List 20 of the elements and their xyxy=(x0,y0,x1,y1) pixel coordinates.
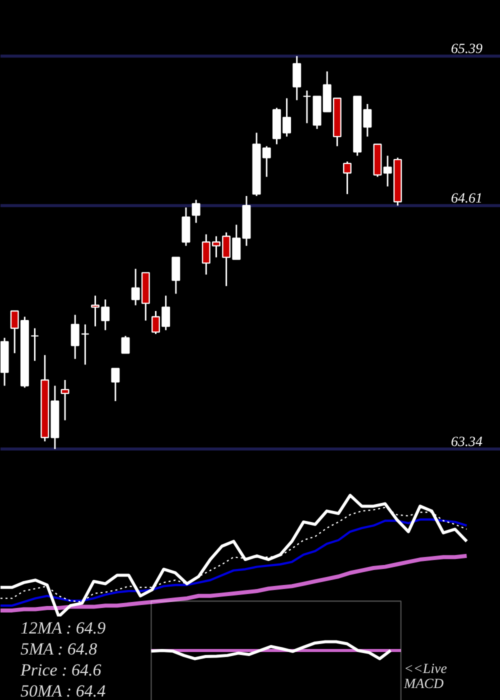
ref-line-label: 63.34 xyxy=(451,435,482,450)
candlestick xyxy=(343,160,352,195)
text: 50MA : 64.4 xyxy=(20,682,106,700)
ref-line-label: 64.61 xyxy=(451,192,482,207)
text: 5MA : 64.8 xyxy=(20,640,98,658)
candlestick xyxy=(302,90,312,124)
text: <<Live xyxy=(404,662,447,677)
candlestick xyxy=(60,379,70,421)
candlestick xyxy=(30,328,40,362)
text: MACD xyxy=(402,677,444,692)
candlestick xyxy=(121,335,130,354)
candlestick xyxy=(192,199,200,224)
candlestick xyxy=(172,256,180,294)
candlestick xyxy=(70,314,80,360)
candlestick xyxy=(80,324,90,366)
text: 12MA : 64.9 xyxy=(20,618,106,638)
candlestick xyxy=(292,55,302,101)
ref-line-label: 65.39 xyxy=(451,42,482,58)
text: Price : 64.6 xyxy=(20,660,102,680)
candlestick xyxy=(111,368,120,402)
